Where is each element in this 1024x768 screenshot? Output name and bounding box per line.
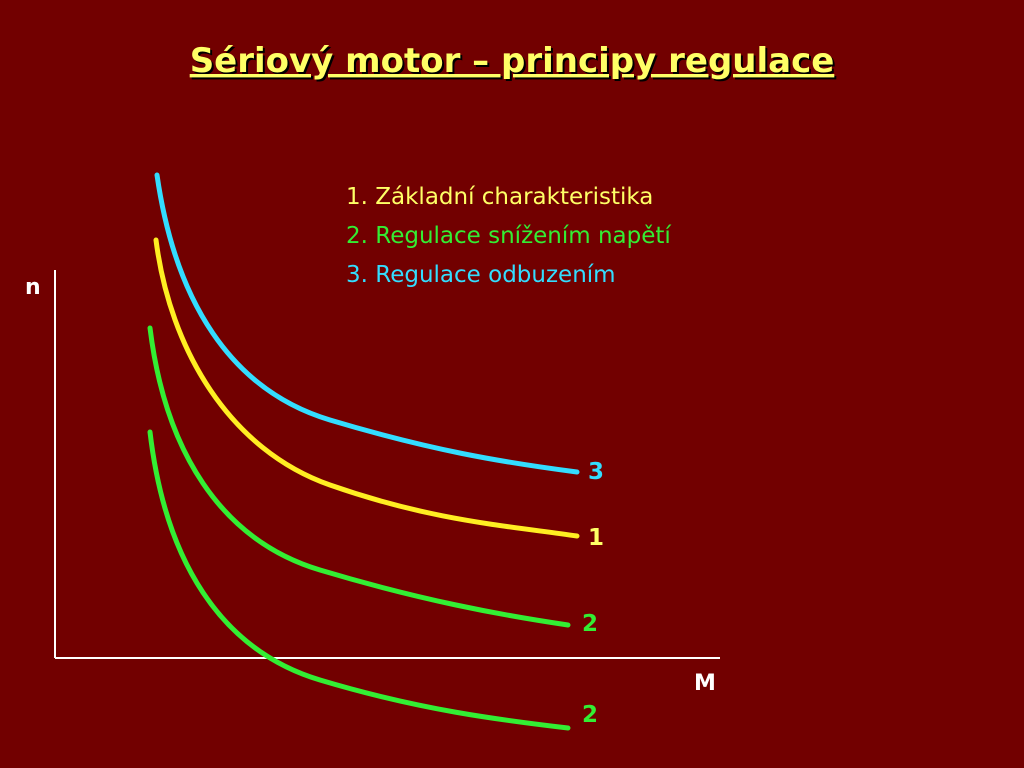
curve [147,325,571,628]
legend-item: 2. Regulace snížením napětí [346,223,671,249]
title-shadow: Sériový motor – principy regulace [192,43,837,83]
title: Sériový motor – principy regulace [190,41,835,81]
y-axis-label: n [25,275,41,300]
curve-label: 2 [582,702,598,728]
legend-item: 1. Základní charakteristika [346,184,653,210]
curve-label: 2 [582,611,598,637]
curve [147,429,571,731]
curve [154,172,580,475]
curve-label: 1 [588,525,604,551]
curve [153,237,580,539]
x-axis-label: M [694,671,716,696]
curve-label: 3 [588,459,604,485]
legend-item: 3. Regulace odbuzením [346,262,616,288]
